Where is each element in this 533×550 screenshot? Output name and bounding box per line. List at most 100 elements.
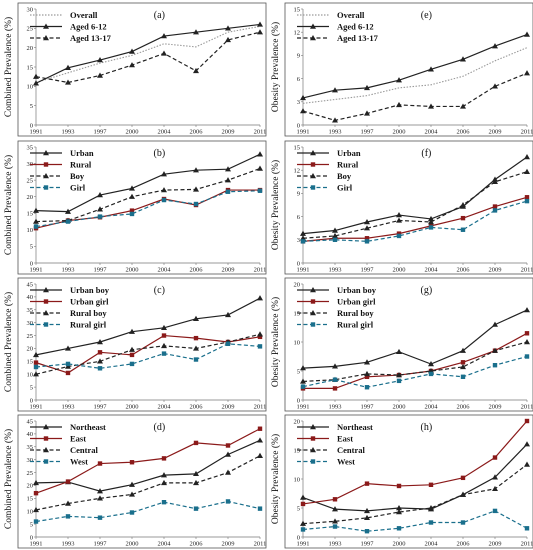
data-point	[97, 57, 103, 63]
data-point	[492, 178, 498, 184]
data-point	[129, 510, 135, 515]
data-point	[428, 215, 434, 222]
data-point	[225, 177, 231, 183]
y-tick-label: 3	[297, 99, 300, 106]
y-tick-label: 9	[297, 53, 300, 60]
data-point	[396, 483, 402, 489]
y-tick-label: 6	[297, 214, 301, 221]
data-point	[161, 50, 167, 56]
x-tick-label: 2006	[190, 541, 204, 548]
series-east	[300, 418, 530, 507]
series-line	[35, 343, 261, 369]
y-tick-label: 15	[294, 6, 301, 13]
data-point	[460, 347, 466, 353]
y-tick-label: 20	[27, 45, 34, 52]
legend-marker	[310, 447, 316, 453]
series-line	[302, 171, 528, 239]
y-tick-label: 15	[27, 64, 34, 71]
data-point	[428, 219, 434, 225]
y-tick-label: 15	[294, 310, 301, 317]
data-point	[364, 225, 370, 231]
y-tick-label: 10	[27, 372, 34, 379]
data-point	[492, 363, 498, 368]
y-tick-label: 30	[27, 6, 34, 13]
y-tick-label: 40	[27, 294, 34, 301]
data-point	[193, 167, 199, 173]
x-tick-label: 1997	[361, 541, 375, 548]
data-point	[364, 84, 370, 91]
data-point	[65, 64, 71, 70]
y-tick-label: 15	[27, 359, 34, 366]
x-tick-label: 1991	[297, 541, 310, 548]
series-line	[302, 464, 528, 525]
data-point	[193, 440, 199, 446]
x-tick-label: 1991	[30, 404, 43, 411]
data-point	[33, 490, 39, 496]
data-point	[332, 87, 338, 93]
data-point	[396, 509, 402, 515]
y-tick-label: 0	[297, 534, 300, 541]
data-point	[193, 357, 199, 362]
series-west	[33, 499, 263, 524]
y-tick-label: 25	[27, 333, 34, 340]
data-point	[364, 514, 370, 521]
data-point	[492, 204, 498, 209]
x-tick-label: 2009	[489, 404, 502, 411]
y-tick-label: 15	[27, 211, 34, 218]
data-point	[65, 361, 71, 367]
y-tick-label: 20	[27, 346, 34, 353]
y-tick-label: 5	[30, 103, 33, 110]
series-line	[35, 428, 261, 494]
x-tick-label: 2004	[158, 129, 172, 136]
legend-marker	[43, 162, 49, 167]
data-point	[33, 351, 39, 358]
legend-marker	[43, 436, 49, 441]
legend-label: Urban girl	[337, 297, 376, 307]
y-tick-label: 9	[297, 191, 300, 198]
x-tick-label: 2000	[393, 404, 406, 411]
x-tick-label: 1991	[297, 129, 310, 136]
x-tick-label: 2004	[425, 404, 439, 411]
data-point	[193, 345, 199, 351]
x-tick-label: 2009	[222, 404, 235, 411]
data-point	[65, 514, 71, 519]
legend-marker	[310, 436, 316, 441]
series-urban	[33, 151, 263, 214]
data-point	[332, 497, 338, 502]
series-west	[300, 508, 530, 534]
data-point	[492, 485, 498, 492]
series-rural-girl	[33, 341, 263, 371]
panel-label: (d)	[154, 422, 166, 433]
y-tick-label: 40	[27, 431, 34, 438]
series-line	[302, 510, 528, 532]
data-point	[129, 211, 135, 217]
legend-label: Urban boy	[337, 285, 377, 295]
x-tick-label: 2004	[158, 541, 172, 548]
data-point	[161, 342, 167, 349]
x-tick-label: 1993	[329, 267, 342, 274]
data-point	[332, 227, 338, 233]
y-tick-label: 10	[27, 227, 34, 234]
data-point	[97, 350, 103, 355]
data-point	[460, 103, 466, 109]
x-tick-label: 2004	[425, 267, 439, 274]
legend-marker	[43, 150, 49, 156]
y-tick-label: 20	[27, 483, 34, 490]
y-axis-label: Combined Prevalence (%)	[3, 429, 14, 529]
data-point	[428, 482, 434, 487]
data-point	[129, 460, 135, 465]
data-point	[161, 479, 167, 486]
y-tick-label: 0	[30, 534, 33, 541]
legend-marker	[43, 322, 49, 327]
data-point	[33, 506, 39, 513]
data-point	[129, 491, 135, 497]
data-point	[129, 328, 135, 334]
legend-marker	[310, 287, 316, 293]
data-point	[257, 29, 263, 35]
data-point	[460, 56, 466, 62]
x-tick-label: 2011	[521, 267, 533, 274]
panel-frame	[284, 414, 533, 549]
data-point	[97, 488, 103, 494]
data-point	[33, 360, 39, 365]
data-point	[193, 29, 199, 35]
